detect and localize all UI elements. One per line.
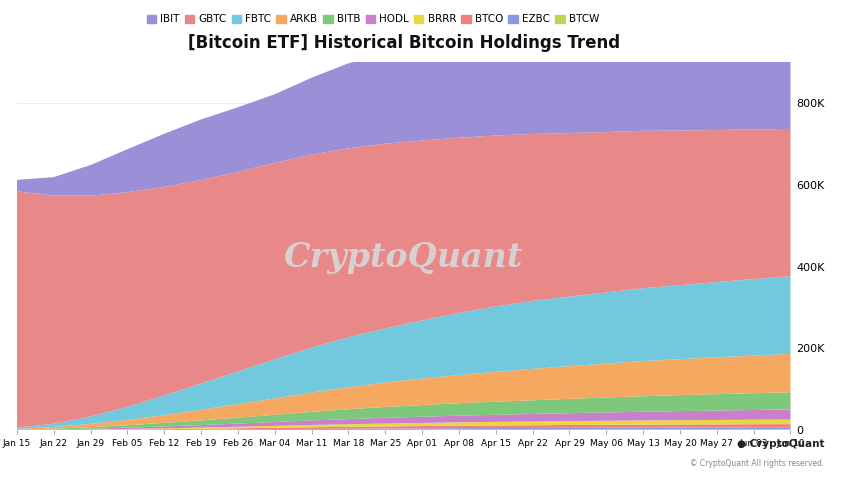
Title: [Bitcoin ETF] Historical Bitcoin Holdings Trend: [Bitcoin ETF] Historical Bitcoin Holding…	[188, 34, 620, 52]
Text: CryptoQuant: CryptoQuant	[284, 241, 524, 274]
Text: © CryptoQuant All rights reserved.: © CryptoQuant All rights reserved.	[690, 459, 824, 468]
Text: ● CryptoQuant: ● CryptoQuant	[737, 439, 824, 449]
Legend: IBIT, GBTC, FBTC, ARKB, BITB, HODL, BRRR, BTCO, EZBC, BTCW: IBIT, GBTC, FBTC, ARKB, BITB, HODL, BRRR…	[142, 11, 604, 29]
